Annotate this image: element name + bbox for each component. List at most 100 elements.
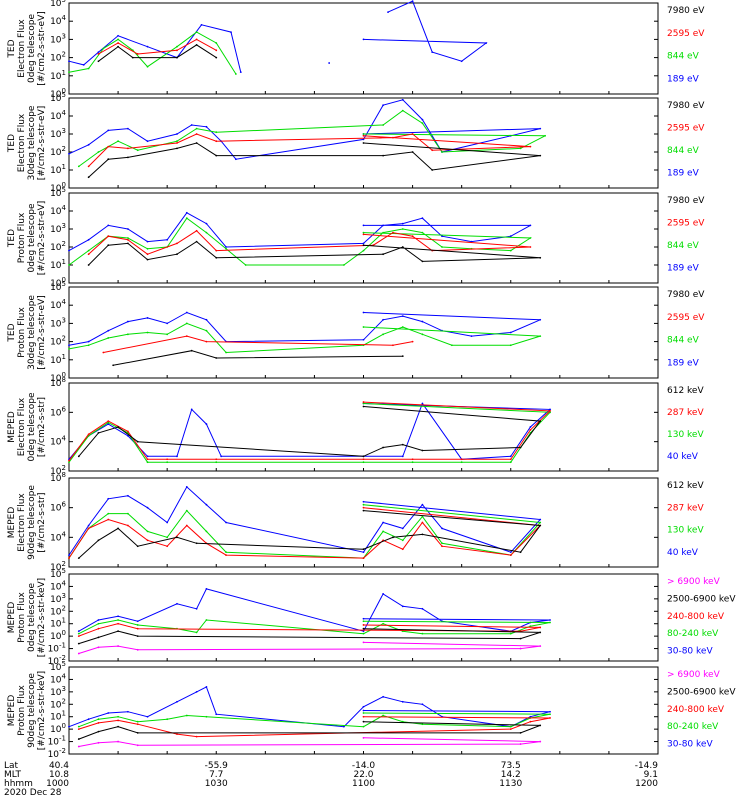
data-point — [176, 140, 178, 143]
data-point — [431, 149, 434, 152]
data-point — [431, 169, 434, 171]
series-7980-ev — [112, 349, 404, 367]
data-point — [195, 142, 198, 144]
data-point — [382, 622, 385, 625]
data-point — [239, 71, 242, 74]
data-point — [362, 458, 365, 461]
data-point — [205, 222, 208, 225]
data-point — [382, 521, 385, 524]
data-point — [401, 527, 404, 530]
data-point — [362, 736, 365, 739]
data-point — [362, 134, 365, 137]
data-point — [97, 741, 100, 744]
data-point — [382, 714, 385, 717]
data-point — [401, 222, 404, 225]
data-point — [205, 685, 208, 688]
x-axis-value: 10.8 — [49, 770, 69, 780]
x-axis-value: -14.9 — [635, 761, 659, 771]
y-axis-label-line: 90deg telescope — [27, 485, 37, 560]
data-point — [529, 720, 532, 723]
data-point — [68, 557, 70, 559]
series-line — [68, 686, 551, 728]
data-point — [77, 635, 80, 638]
data-point — [176, 147, 178, 150]
data-point — [68, 725, 70, 728]
data-point — [136, 624, 139, 626]
legend-entry: 40 keV — [667, 548, 699, 558]
data-point — [97, 622, 100, 625]
data-point — [362, 725, 365, 728]
series-7980-ev — [87, 240, 542, 266]
y-tick-label: 103 — [50, 32, 66, 45]
data-point — [185, 335, 188, 338]
series-line — [78, 588, 551, 632]
data-point — [401, 455, 404, 458]
data-point — [519, 743, 522, 745]
legend-entry: > 6900 keV — [667, 670, 721, 680]
data-point — [68, 264, 70, 266]
data-point — [77, 738, 80, 740]
series-line — [103, 335, 413, 353]
data-point — [107, 497, 110, 500]
data-point — [519, 637, 522, 640]
y-tick-label: 104 — [50, 14, 66, 27]
legend-entry: 30-80 keV — [667, 740, 713, 750]
data-point — [87, 249, 90, 252]
data-point — [401, 326, 404, 328]
legend-entry: 189 eV — [667, 74, 700, 84]
data-point — [200, 23, 203, 26]
data-point — [411, 151, 414, 153]
series-line — [68, 212, 531, 252]
data-point — [195, 43, 198, 46]
data-point — [509, 728, 512, 731]
data-point — [176, 700, 178, 703]
data-point — [77, 745, 80, 748]
y-tick-label: 101 — [50, 163, 66, 176]
x-axis-value: 40.4 — [49, 761, 69, 771]
data-point — [362, 311, 365, 314]
data-point — [127, 320, 129, 323]
data-point — [176, 733, 178, 736]
legend-entry: 240-800 keV — [667, 705, 725, 715]
series-line — [78, 510, 542, 559]
data-point — [146, 317, 149, 319]
series-30-80-kev — [77, 588, 551, 633]
data-point — [127, 238, 129, 241]
data-point — [87, 344, 90, 347]
y-axis-label-line: 0deg telescope — [27, 203, 37, 273]
data-point — [549, 408, 551, 411]
data-point — [146, 240, 149, 243]
data-point — [382, 318, 385, 321]
data-point — [362, 461, 365, 464]
data-point — [382, 530, 385, 533]
x-axis-value: 1100 — [352, 779, 375, 789]
series-2595-ev — [87, 133, 532, 168]
data-point — [185, 211, 188, 214]
y-axis-label-line: [#/cm2-s-str-keV] — [37, 671, 47, 750]
data-point — [190, 349, 193, 352]
data-point — [225, 247, 227, 250]
data-point — [529, 145, 532, 148]
data-point — [77, 632, 80, 635]
data-point — [539, 154, 542, 157]
data-point — [195, 735, 198, 738]
data-point — [68, 461, 70, 464]
data-point — [234, 158, 237, 161]
series--6900-kev — [77, 736, 542, 748]
series-line — [88, 230, 531, 255]
data-point — [441, 542, 443, 545]
series-line — [68, 322, 541, 354]
legend-entry: 240-800 keV — [667, 612, 725, 622]
data-point — [362, 506, 365, 509]
data-point — [421, 217, 424, 220]
series-line — [68, 217, 533, 266]
data-point — [166, 718, 169, 721]
series-844-ev — [77, 109, 547, 168]
y-axis-label-line: Electron Flux — [17, 493, 27, 552]
data-point — [77, 725, 80, 728]
data-point — [509, 344, 512, 347]
data-point — [509, 554, 512, 557]
y-axis-label-line: TED — [7, 323, 17, 342]
